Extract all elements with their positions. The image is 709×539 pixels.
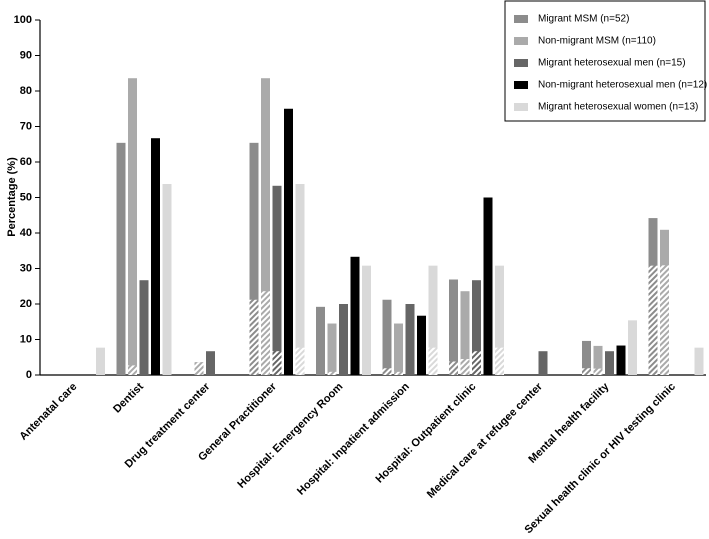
- bar: [249, 142, 259, 375]
- bar-hatched: [249, 299, 259, 375]
- legend-swatch: [514, 59, 528, 67]
- x-tick-label: Sexual health clinic or HIV testing clin…: [522, 381, 677, 536]
- bar: [284, 108, 293, 375]
- bar: [382, 299, 392, 375]
- bar-hatched: [495, 347, 504, 375]
- bar: [495, 265, 504, 375]
- bar: [261, 78, 270, 375]
- bar-hatched: [194, 362, 204, 375]
- bar-hatched: [261, 291, 270, 375]
- y-axis-label: Percentage (%): [6, 157, 18, 237]
- y-tick-label: 60: [20, 156, 32, 168]
- bar-hatched: [327, 371, 337, 375]
- bar: [272, 185, 282, 375]
- legend-label: Non-migrant MSM (n=110): [538, 36, 656, 47]
- bar-hatched: [128, 365, 137, 375]
- legend-swatch: [514, 15, 528, 23]
- x-tick-label: Hospital: Inpatient admission: [295, 380, 412, 497]
- bar-hatched: [472, 351, 481, 375]
- bar-hatched: [648, 265, 658, 375]
- bar: [472, 280, 481, 375]
- x-tick-label: Medical care at refugee center: [425, 380, 546, 501]
- bar: [350, 256, 360, 375]
- legend-label: Migrant heterosexual men (n=15): [538, 58, 686, 69]
- legend-label: Non-migrant heterosexual men (n=12): [538, 80, 707, 91]
- bar: [116, 142, 126, 375]
- bar-hatched: [382, 368, 392, 375]
- y-tick-label: 30: [20, 262, 32, 274]
- bar: [96, 347, 105, 375]
- bar-hatched: [660, 265, 669, 375]
- bar: [339, 304, 348, 375]
- bar: [616, 345, 626, 375]
- bar-hatched: [428, 347, 438, 375]
- legend-swatch: [514, 81, 528, 89]
- bar: [428, 265, 438, 375]
- bar-hatched: [449, 361, 458, 375]
- bar: [483, 197, 493, 375]
- bar-hatched: [394, 371, 403, 375]
- x-tick-label: Antenatal care: [17, 381, 79, 443]
- legend-swatch: [514, 37, 528, 45]
- bar: [538, 351, 548, 375]
- bar-hatched: [295, 347, 305, 375]
- bar: [694, 347, 704, 375]
- bar: [327, 323, 337, 375]
- bar: [605, 351, 614, 375]
- bar: [151, 138, 160, 375]
- bar-hatched: [460, 359, 470, 375]
- bar: [582, 340, 591, 375]
- y-tick-label: 20: [20, 298, 32, 310]
- y-tick-label: 70: [20, 120, 32, 132]
- bar: [394, 323, 403, 375]
- y-tick-label: 0: [26, 369, 32, 381]
- y-tick-label: 100: [14, 14, 32, 26]
- legend-box: [504, 0, 706, 122]
- bar: [316, 306, 325, 375]
- y-tick-label: 10: [20, 333, 32, 345]
- bar: [206, 351, 215, 375]
- bar-hatched: [272, 351, 282, 375]
- bar: [593, 345, 603, 375]
- y-tick-label: 40: [20, 227, 32, 239]
- bar: [128, 78, 137, 375]
- bar: [362, 265, 371, 375]
- bar-hatched: [582, 368, 591, 375]
- bar: [295, 184, 305, 375]
- bar-hatched: [593, 368, 603, 375]
- bar: [628, 320, 637, 375]
- bar: [417, 315, 426, 375]
- bar: [162, 184, 172, 375]
- x-tick-label: Hospital: Emergency Room: [235, 381, 345, 491]
- legend-label: Migrant heterosexual women (n=13): [538, 102, 698, 113]
- bar: [405, 304, 415, 375]
- legend-label: Migrant MSM (n=52): [538, 14, 629, 25]
- y-tick-label: 80: [20, 85, 32, 97]
- legend-swatch: [514, 103, 528, 111]
- y-tick-label: 90: [20, 49, 32, 61]
- x-tick-label: Dentist: [111, 380, 146, 415]
- bar: [460, 291, 470, 375]
- bar: [139, 280, 149, 375]
- bar: [449, 279, 458, 375]
- y-tick-label: 50: [20, 191, 32, 203]
